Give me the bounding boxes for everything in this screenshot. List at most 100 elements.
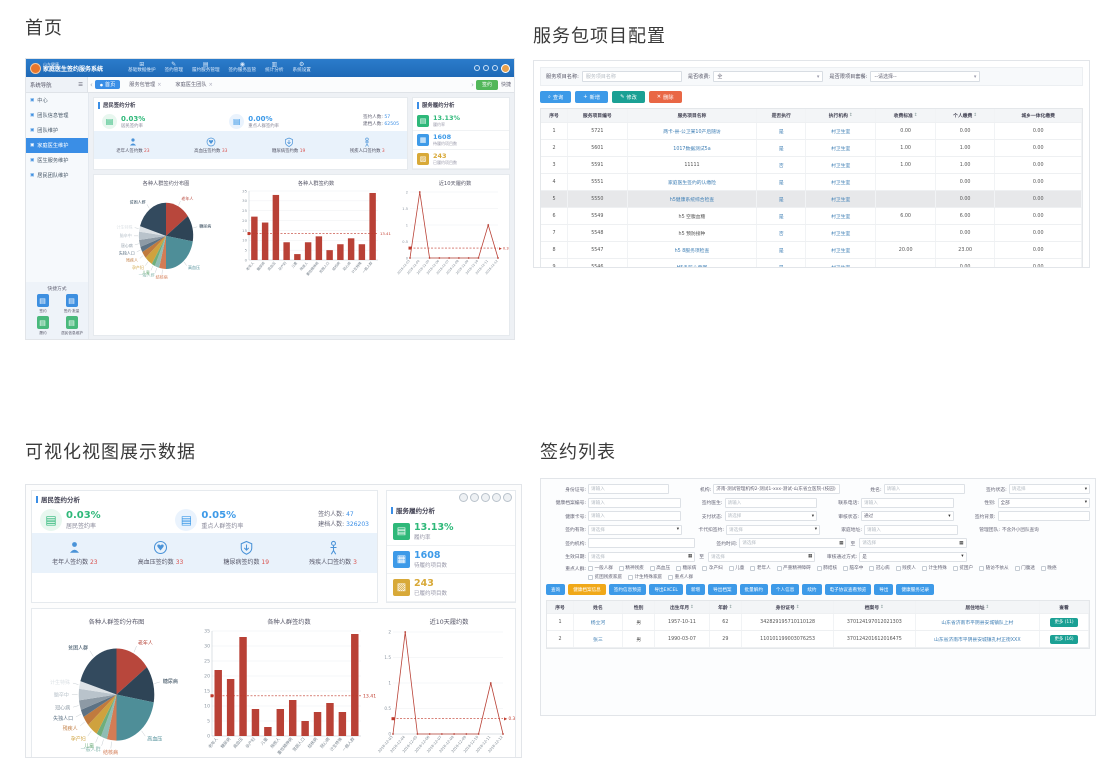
pie-slice-残疾人[interactable] xyxy=(83,694,117,726)
date-input[interactable]: 请选择 ▦ xyxy=(739,538,847,548)
select-input[interactable]: 是 ▾ xyxy=(859,551,967,562)
date-input[interactable]: 请选择 ▦ xyxy=(859,538,967,548)
pie-slice-脑卒中[interactable] xyxy=(138,231,166,241)
健康档案信息-button[interactable]: 健康档案信息 xyxy=(568,584,606,595)
删除-button[interactable]: ✕ 删除 xyxy=(648,91,682,103)
bar-孕产妇[interactable] xyxy=(251,709,260,736)
pie-slice-糖尿病[interactable] xyxy=(116,667,155,703)
bar-计生特殊[interactable] xyxy=(358,244,366,260)
text-input[interactable]: 请输入 xyxy=(588,484,670,494)
查询-button[interactable]: 查询 xyxy=(546,584,566,595)
pie-slice-儿童[interactable] xyxy=(151,235,166,267)
select-input[interactable]: 请选择 ▾ xyxy=(724,511,817,521)
strip-item-残疾人口签约数[interactable]: 残疾人口签约数 3 xyxy=(309,540,357,566)
pie-slice-失独人口[interactable] xyxy=(80,694,117,718)
text-input[interactable]: 请输入 xyxy=(588,511,681,521)
top-nav-item-基础数据维护[interactable]: ⊞ 基础数据维护 xyxy=(128,62,156,74)
导出档案-button[interactable]: 导出档案 xyxy=(708,584,737,595)
pager-dot-icon[interactable] xyxy=(481,493,490,502)
tab-首页[interactable]: ● 首页 xyxy=(94,80,121,89)
column-header-sortable[interactable]: 收费标准 ↕ xyxy=(876,109,936,122)
bar-一般人群[interactable] xyxy=(369,192,376,260)
table-row[interactable]: 4 5551 家庭医生签约的认缴险是村卫生室 0.00 0.00 xyxy=(541,174,1082,191)
bar-老年人[interactable] xyxy=(251,216,258,260)
table-row[interactable]: 5 5550 h5健康系统综合检查是村卫生室 0.00 0.00 xyxy=(541,191,1082,208)
filter-select[interactable]: 全 ▾ xyxy=(713,71,824,82)
bar-重性精神病[interactable] xyxy=(288,700,297,736)
批量解约-button[interactable]: 批量解约 xyxy=(739,584,768,595)
checkbox-门腹透[interactable]: 门腹透 xyxy=(1014,565,1035,571)
filter-select[interactable]: --请选择-- ▾ xyxy=(870,71,981,82)
checkbox-肺结核[interactable]: 肺结核 xyxy=(816,565,837,571)
sidebar-item-团队维护[interactable]: ▣ 团队维护 xyxy=(26,123,88,138)
text-input[interactable]: 请输入 xyxy=(864,524,958,535)
select-input[interactable]: 通过 ▾ xyxy=(861,511,954,521)
电子协议查看预览-button[interactable]: 电子协议查看预览 xyxy=(824,584,872,595)
导出EXCEL-button[interactable]: 导出EXCEL xyxy=(649,584,683,595)
sidebar-item-医生服务维护[interactable]: ▣ 医生服务维护 xyxy=(26,153,88,168)
checkbox-计生特殊家庭[interactable]: 计生特殊家庭 xyxy=(628,574,662,580)
tab-close-icon[interactable]: × xyxy=(208,81,213,88)
header-circle-icon[interactable] xyxy=(492,65,498,71)
select-input[interactable]: 请选择 ▾ xyxy=(1008,484,1090,494)
select-input[interactable]: 全部 ▾ xyxy=(997,497,1090,508)
column-header-sortable[interactable]: 出生年月 ↕ xyxy=(655,601,710,613)
strip-item-老年人签约数[interactable]: 老年人签约数 23 xyxy=(116,137,150,154)
shortcut-签约·批量[interactable]: ▤ 签约·批量 xyxy=(59,294,85,314)
bar-高血压[interactable] xyxy=(272,194,280,260)
bar-贫困人口[interactable] xyxy=(301,721,309,736)
pie-slice-一般人群[interactable] xyxy=(100,694,117,740)
column-header-sortable[interactable]: 个人缴费 ↕ xyxy=(936,109,996,122)
pager-dot-icon[interactable] xyxy=(503,493,512,502)
签约信息预览-button[interactable]: 签约信息预览 xyxy=(608,584,647,595)
checkbox-孕产妇[interactable]: 孕产妇 xyxy=(702,565,723,571)
text-input[interactable]: 请输入 xyxy=(861,497,954,508)
pie-slice-计生特殊[interactable] xyxy=(79,681,117,695)
sidebar-item-中心[interactable]: ▣ 中心 xyxy=(26,93,88,108)
pager-dot-icon[interactable] xyxy=(459,493,468,502)
导出-button[interactable]: 导出 xyxy=(874,584,894,595)
checkbox-残疾人[interactable]: 残疾人 xyxy=(895,565,916,571)
shortcut-履约[interactable]: ▤ 履约 xyxy=(30,316,56,336)
bar-重性精神病[interactable] xyxy=(315,236,323,260)
shortcut-居民信息维护[interactable]: ▤ 居民信息维护 xyxy=(59,316,85,336)
查询-button[interactable]: ⌕ 查询 xyxy=(540,91,572,103)
table-row[interactable]: 3 5591 11111 否村卫生室 1.00 1.00 0.00 xyxy=(541,157,1082,174)
bar-孕产妇[interactable] xyxy=(283,242,290,260)
tab-scroll-right-icon[interactable]: › xyxy=(471,80,474,89)
新增-button[interactable]: + 新增 xyxy=(575,91,609,103)
tab-close-icon[interactable]: × xyxy=(157,81,162,88)
table-row[interactable]: 6 5549 h5 空腹血糖是村卫生室 6.00 6.00 0.00 xyxy=(541,208,1082,225)
bar-糖尿病[interactable] xyxy=(261,222,269,260)
bar-儿童[interactable] xyxy=(264,727,272,736)
pager-dot-icon[interactable] xyxy=(470,493,479,502)
pie-slice-孕产妇[interactable] xyxy=(145,235,166,265)
tab-家庭医生团队[interactable]: 家庭医生团队 × xyxy=(170,80,217,89)
table-row[interactable]: 2 5601 1017数据测试5a 是村卫生室 1.00 1.00 0.00 xyxy=(541,140,1082,157)
pie-slice-老年人[interactable] xyxy=(116,648,147,695)
checkbox-儿童[interactable]: 儿童 xyxy=(728,565,744,571)
checkbox-冠心病[interactable]: 冠心病 xyxy=(869,565,890,571)
bar-残疾人[interactable] xyxy=(276,709,285,736)
pie-slice-冠心病[interactable] xyxy=(139,235,166,247)
pie-slice-老年人[interactable] xyxy=(166,202,188,236)
checkbox-晚癌[interactable]: 晚癌 xyxy=(1040,565,1057,571)
checkbox-随访不依从[interactable]: 随访不依从 xyxy=(979,565,1009,571)
top-nav-item-履约服务管理[interactable]: ▤ 履约服务管理 xyxy=(192,62,220,74)
more-button[interactable]: 更多 (16) xyxy=(1050,634,1078,644)
top-nav-item-签约服务监管[interactable]: ◉ 签约服务监管 xyxy=(229,62,257,74)
bar-残疾人[interactable] xyxy=(304,242,312,260)
checkbox-一般人群[interactable]: 一般人群 xyxy=(588,565,613,571)
table-row[interactable]: 9 5546 H5条码心电图是村卫生室 0.00 0.00 xyxy=(541,259,1082,267)
sign-quick-button[interactable]: 签约 xyxy=(475,79,498,90)
strip-item-糖尿病签约数[interactable]: 糖尿病签约数 19 xyxy=(223,540,269,566)
column-header-sortable[interactable]: 居住地址 ↕ xyxy=(916,601,1041,613)
sidebar-item-团队信息管理[interactable]: ▣ 团队信息管理 xyxy=(26,108,88,123)
table-row[interactable]: 1 5721 两卡-县-公卫某10产后随访是村卫生室 0.00 0.00 0.00 xyxy=(541,123,1082,140)
text-input[interactable] xyxy=(588,538,696,548)
pager-dot-icon[interactable] xyxy=(492,493,501,502)
menu-icon[interactable]: ☰ xyxy=(78,81,83,88)
checkbox-贫困残疾家庭[interactable]: 贫困残疾家庭 xyxy=(588,574,622,580)
text-input[interactable]: 济南-测试管理机构2-测试1-xxx-测试-山东省立医院-(枝园) xyxy=(713,484,840,494)
pie-slice-孕产妇[interactable] xyxy=(88,694,117,734)
